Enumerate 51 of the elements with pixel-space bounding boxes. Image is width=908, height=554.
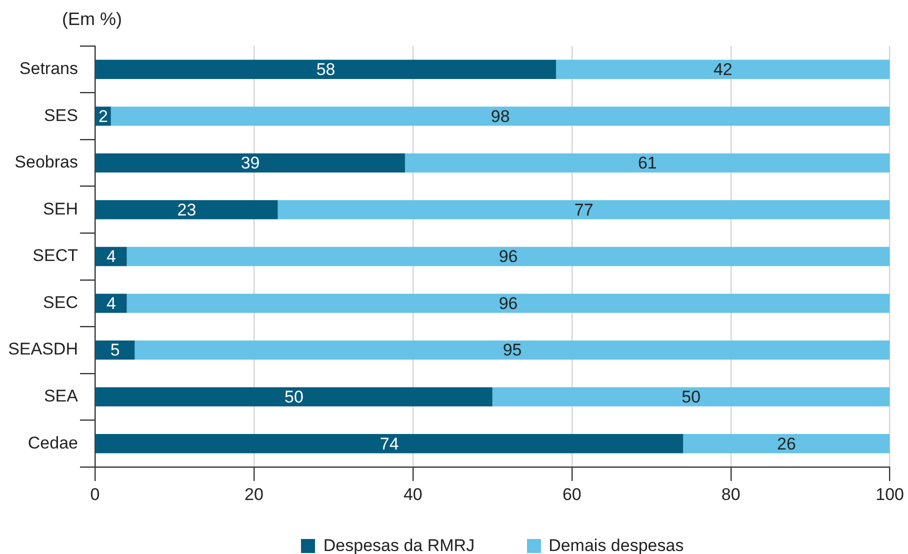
bar	[96, 60, 556, 79]
bar	[96, 294, 127, 313]
y-tick-label: SECT	[32, 246, 78, 266]
data-label: 39	[240, 154, 260, 173]
bar	[683, 434, 890, 454]
data-label: 50	[682, 388, 701, 407]
y-tick-label: SEA	[44, 386, 79, 406]
data-label: 77	[574, 200, 594, 220]
bar	[96, 340, 135, 360]
data-label: 26	[777, 434, 796, 454]
y-tick-label: Seobras	[14, 152, 78, 172]
bar	[134, 340, 890, 360]
bar	[492, 387, 890, 406]
x-tick-label: 80	[721, 484, 740, 504]
bar	[96, 387, 492, 406]
y-tick-label: SEASDH	[8, 340, 78, 359]
bar	[126, 294, 890, 313]
bar	[278, 200, 890, 220]
x-tick-label: 60	[562, 484, 582, 504]
x-tick-label: 0	[90, 484, 100, 504]
data-label: 4	[106, 247, 116, 266]
bar	[96, 153, 405, 173]
y-tick-label: SES	[44, 106, 78, 125]
bar	[404, 153, 890, 173]
data-label: 98	[490, 106, 510, 126]
bar	[556, 60, 890, 79]
y-tick-label: SEC	[43, 292, 78, 312]
x-tick-label: 40	[403, 484, 422, 504]
bar	[96, 434, 684, 454]
data-label: 50	[284, 388, 304, 407]
y-tick-label: Cedae	[28, 433, 78, 452]
y-tick-label: Setrans	[19, 59, 78, 78]
data-label: 74	[380, 434, 399, 454]
x-tick-label: 20	[244, 484, 264, 504]
data-label: 2	[98, 106, 108, 126]
bar	[96, 200, 278, 220]
chart-title: (Em %)	[62, 8, 122, 29]
y-tick-label: SEH	[43, 199, 78, 218]
bar	[110, 106, 890, 126]
bar	[126, 246, 890, 266]
x-tick-label: 100	[876, 484, 904, 504]
data-label: 95	[502, 340, 522, 360]
data-label: 23	[177, 200, 196, 220]
data-label: 96	[498, 247, 518, 266]
data-label: 42	[713, 60, 732, 80]
data-label: 4	[106, 294, 116, 313]
data-label: 61	[638, 154, 657, 173]
data-label: 58	[316, 60, 336, 80]
data-label: 5	[110, 340, 120, 360]
bar	[96, 246, 127, 266]
data-label: 96	[498, 294, 518, 313]
